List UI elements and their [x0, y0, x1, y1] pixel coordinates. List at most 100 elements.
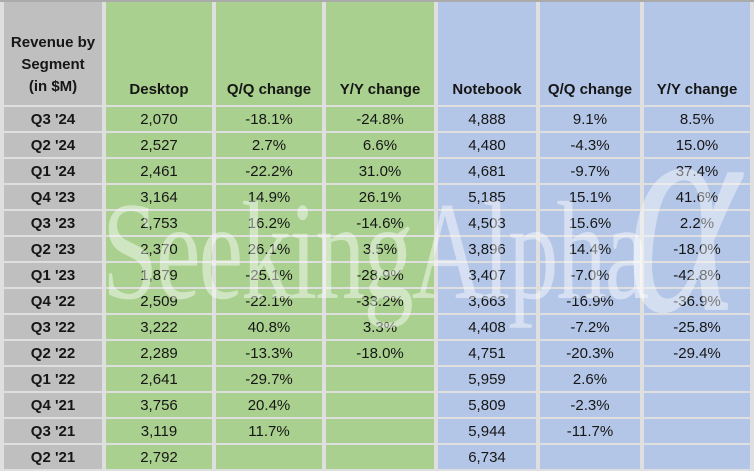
data-cell: 5,185: [438, 185, 536, 209]
table-row: Q3 '22 3,222 40.8% 3.3% 4,408 -7.2% -25.8%: [4, 315, 750, 339]
row-quarter-label: Q2 '24: [4, 133, 102, 157]
table-top-border: [0, 0, 754, 2]
table-row: Q2 '21 2,792 6,734: [4, 445, 750, 469]
data-cell: 2,509: [106, 289, 212, 313]
data-cell: -13.3%: [216, 341, 322, 365]
data-cell: [644, 445, 750, 469]
table-row: Q2 '22 2,289 -13.3% -18.0% 4,751 -20.3% -29.4%: [4, 341, 750, 365]
row-quarter-label: Q4 '21: [4, 393, 102, 417]
data-cell: 2,070: [106, 107, 212, 131]
data-cell: 2,527: [106, 133, 212, 157]
data-cell: 14.9%: [216, 185, 322, 209]
row-quarter-label: Q3 '21: [4, 419, 102, 443]
table-row: Q3 '23 2,753 16.2% -14.6% 4,503 15.6% 2.2%: [4, 211, 750, 235]
data-cell: 4,681: [438, 159, 536, 183]
data-cell: -2.3%: [540, 393, 640, 417]
row-quarter-label: Q3 '24: [4, 107, 102, 131]
table-row: Q3 '21 3,119 11.7% 5,944 -11.7%: [4, 419, 750, 443]
data-cell: 3,407: [438, 263, 536, 287]
data-cell: 3,119: [106, 419, 212, 443]
data-cell: 3,164: [106, 185, 212, 209]
data-cell: 15.0%: [644, 133, 750, 157]
data-cell: 9.1%: [540, 107, 640, 131]
data-cell: [644, 419, 750, 443]
data-cell: 41.6%: [644, 185, 750, 209]
table-row: Q4 '22 2,509 -22.1% -33.2% 3,663 -16.9% -36.9%: [4, 289, 750, 313]
data-cell: 4,408: [438, 315, 536, 339]
data-cell: 2,753: [106, 211, 212, 235]
row-quarter-label: Q2 '23: [4, 237, 102, 261]
corner-header-line3: (in $M): [28, 78, 78, 95]
row-quarter-label: Q3 '23: [4, 211, 102, 235]
data-cell: 11.7%: [216, 419, 322, 443]
data-cell: 2,289: [106, 341, 212, 365]
data-cell: [326, 367, 434, 391]
data-cell: -28.9%: [326, 263, 434, 287]
column-header-desktop-qq-change: Q/Q change: [216, 2, 322, 105]
data-cell: -33.2%: [326, 289, 434, 313]
data-cell: 6.6%: [326, 133, 434, 157]
data-cell: -24.8%: [326, 107, 434, 131]
data-cell: -20.3%: [540, 341, 640, 365]
data-cell: -22.2%: [216, 159, 322, 183]
data-cell: 3.5%: [326, 237, 434, 261]
row-quarter-label: Q2 '22: [4, 341, 102, 365]
data-cell: [540, 445, 640, 469]
data-cell: 2,641: [106, 367, 212, 391]
data-cell: [644, 393, 750, 417]
data-cell: 26.1%: [216, 237, 322, 261]
data-cell: 3.3%: [326, 315, 434, 339]
table-row: Q2 '23 2,370 26.1% 3.5% 3,896 14.4% -18.0%: [4, 237, 750, 261]
data-cell: 5,944: [438, 419, 536, 443]
data-cell: 5,959: [438, 367, 536, 391]
data-cell: 14.4%: [540, 237, 640, 261]
column-header-notebook-yy-change: Y/Y change: [644, 2, 750, 105]
data-cell: -25.1%: [216, 263, 322, 287]
data-cell: 37.4%: [644, 159, 750, 183]
data-cell: 3,756: [106, 393, 212, 417]
data-cell: 2,370: [106, 237, 212, 261]
data-cell: 26.1%: [326, 185, 434, 209]
row-quarter-label: Q4 '23: [4, 185, 102, 209]
data-cell: [326, 445, 434, 469]
data-cell: 20.4%: [216, 393, 322, 417]
data-cell: 15.1%: [540, 185, 640, 209]
table-row: Q1 '24 2,461 -22.2% 31.0% 4,681 -9.7% 37.4%: [4, 159, 750, 183]
data-cell: -4.3%: [540, 133, 640, 157]
data-cell: [326, 419, 434, 443]
data-cell: 2.7%: [216, 133, 322, 157]
table-row: Q4 '23 3,164 14.9% 26.1% 5,185 15.1% 41.6%: [4, 185, 750, 209]
table-row: Q1 '22 2,641 -29.7% 5,959 2.6%: [4, 367, 750, 391]
column-header-notebook: Notebook: [438, 2, 536, 105]
data-cell: -7.2%: [540, 315, 640, 339]
data-cell: 5,809: [438, 393, 536, 417]
table-row: Q4 '21 3,756 20.4% 5,809 -2.3%: [4, 393, 750, 417]
table-body: Q3 '24 2,070 -18.1% -24.8% 4,888 9.1% 8.5% Q2 '…: [4, 107, 750, 469]
data-cell: 6,734: [438, 445, 536, 469]
data-cell: -25.8%: [644, 315, 750, 339]
data-cell: 40.8%: [216, 315, 322, 339]
row-quarter-label: Q3 '22: [4, 315, 102, 339]
column-header-desktop-yy-change: Y/Y change: [326, 2, 434, 105]
data-cell: -18.1%: [216, 107, 322, 131]
data-cell: -11.7%: [540, 419, 640, 443]
data-cell: [326, 393, 434, 417]
data-cell: 2,461: [106, 159, 212, 183]
data-cell: 4,503: [438, 211, 536, 235]
table-row: Q2 '24 2,527 2.7% 6.6% 4,480 -4.3% 15.0%: [4, 133, 750, 157]
data-cell: 8.5%: [644, 107, 750, 131]
corner-header-revenue-by-segment: Revenue by Segment (in $M): [4, 2, 102, 105]
data-cell: -7.0%: [540, 263, 640, 287]
data-cell: -14.6%: [326, 211, 434, 235]
data-cell: -42.8%: [644, 263, 750, 287]
data-cell: 16.2%: [216, 211, 322, 235]
data-cell: -29.4%: [644, 341, 750, 365]
data-cell: 2.2%: [644, 211, 750, 235]
corner-header-line2: Segment: [21, 56, 85, 73]
data-cell: 3,663: [438, 289, 536, 313]
data-cell: 4,888: [438, 107, 536, 131]
data-cell: [644, 367, 750, 391]
data-cell: 1,879: [106, 263, 212, 287]
column-header-desktop: Desktop: [106, 2, 212, 105]
table-row: Q1 '23 1,879 -25.1% -28.9% 3,407 -7.0% -42.8%: [4, 263, 750, 287]
